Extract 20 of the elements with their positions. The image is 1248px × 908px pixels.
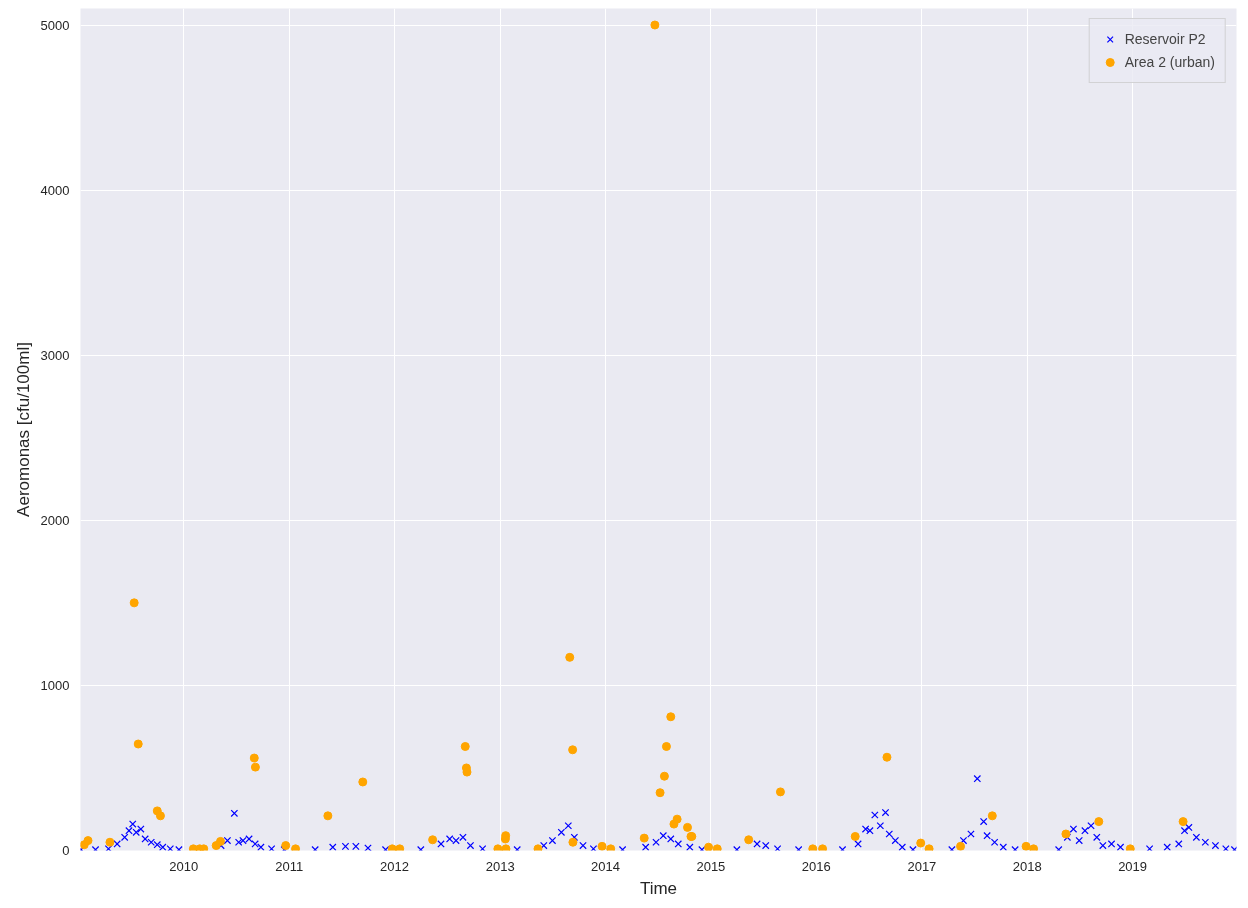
x-tick-label: 2018 xyxy=(1012,858,1042,874)
x-tick-label: 2012 xyxy=(380,858,409,874)
y-tick-label: 0 xyxy=(62,843,70,858)
y-tick-label: 4000 xyxy=(40,182,70,198)
x-tick-label: 2014 xyxy=(591,858,620,874)
legend-label: Area 2 (urban) xyxy=(1124,54,1215,70)
y-axis-title: Aeromonas [cfu/100ml] xyxy=(13,342,33,517)
legend-label: Reservoir P2 xyxy=(1124,31,1206,47)
x-tick-label: 2013 xyxy=(485,858,515,874)
x-axis-title: Time xyxy=(639,878,678,898)
x-tick-label: 2016 xyxy=(801,858,831,874)
x-tick-label: 2017 xyxy=(907,858,937,874)
y-tick-label: 3000 xyxy=(40,347,70,363)
x-tick-label: 2015 xyxy=(696,858,726,874)
x-tick-label: 2010 xyxy=(169,858,199,874)
y-tick-label: 5000 xyxy=(40,17,70,33)
x-tick-label: 2011 xyxy=(275,858,304,874)
y-tick-label: 2000 xyxy=(40,512,70,528)
y-tick-label: 1000 xyxy=(40,677,70,693)
x-tick-label: 2019 xyxy=(1118,858,1148,874)
